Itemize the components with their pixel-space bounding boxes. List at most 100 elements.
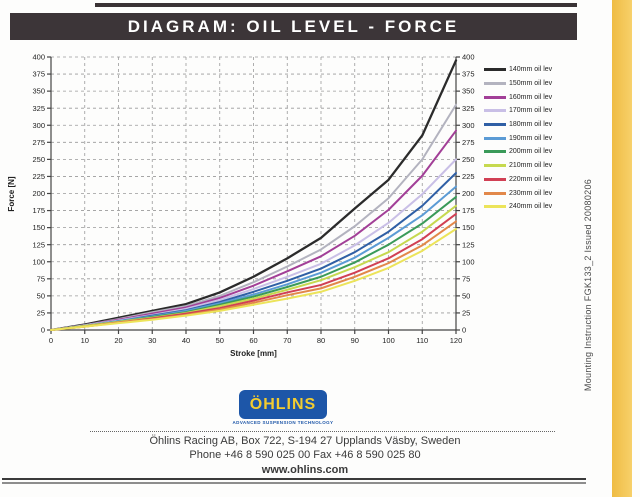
y-tick-label-left: 100 [32, 257, 45, 266]
ohlins-logo-text: ÖHLINS [249, 395, 317, 413]
legend-item-230mm: 230mm oil lev [484, 186, 552, 200]
footer-phone-fax: Phone +46 8 590 025 00 Fax +46 8 590 025… [189, 449, 421, 461]
legend-swatch [484, 95, 506, 99]
x-tick-label: 60 [249, 336, 257, 345]
x-tick-label: 70 [283, 336, 291, 345]
legend-swatch [484, 82, 506, 86]
legend-item-160mm: 160mm oil lev [484, 90, 552, 104]
y-tick-label-right: 250 [462, 155, 475, 164]
x-axis-title: Stroke [mm] [230, 349, 277, 358]
y-tick-label-left: 250 [32, 155, 45, 164]
legend-swatch [484, 191, 506, 195]
y-tick-label-left: 75 [37, 274, 45, 283]
legend-swatch [484, 136, 506, 140]
legend-item-210mm: 210mm oil lev [484, 159, 552, 173]
series-140mm-line [49, 59, 458, 332]
legend-label: 200mm oil lev [509, 148, 553, 156]
legend-label: 180mm oil lev [509, 121, 553, 129]
legend-swatch [484, 177, 506, 181]
y-tick-label-left: 325 [32, 104, 45, 113]
x-tick-label: 40 [182, 336, 190, 345]
legend-swatch [484, 150, 506, 154]
legend-item-170mm: 170mm oil lev [484, 104, 552, 118]
legend-item-240mm: 240mm oil lev [484, 200, 552, 214]
y-tick-label-left: 175 [32, 206, 45, 215]
y-tick-label-right: 350 [462, 87, 475, 96]
legend-swatch [484, 68, 506, 72]
legend-label: 230mm oil lev [509, 189, 553, 197]
x-tick-label: 110 [416, 336, 428, 345]
y-tick-label-left: 375 [32, 70, 45, 79]
ohlins-logo: ÖHLINS [240, 391, 326, 418]
y-tick-label-left: 0 [41, 326, 45, 335]
y-tick-label-right: 100 [462, 257, 475, 266]
y-tick-label-left: 400 [32, 53, 45, 62]
x-tick-label: 80 [317, 336, 325, 345]
legend-swatch [484, 123, 506, 127]
axes [47, 56, 460, 334]
x-tick-label: 30 [148, 336, 156, 345]
x-tick-label: 50 [216, 336, 224, 345]
series-240mm-line [50, 227, 457, 331]
scan-edge-band [612, 0, 632, 497]
y-tick-label-right: 150 [462, 223, 475, 232]
y-tick-label-right: 125 [462, 240, 475, 249]
legend-swatch [484, 109, 506, 113]
y-tick-label-left: 50 [37, 291, 45, 300]
x-tick-label: 0 [49, 336, 53, 345]
y-axis-title: Force [N] [7, 176, 16, 211]
y-tick-label-right: 375 [462, 70, 475, 79]
x-tick-label: 120 [450, 336, 463, 345]
bottom-rule-light [2, 482, 586, 484]
y-tick-label-right: 325 [462, 104, 475, 113]
y-tick-label-left: 150 [32, 223, 45, 232]
legend-label: 190mm oil lev [509, 134, 553, 142]
legend-label: 160mm oil lev [509, 93, 553, 101]
page-title: DIAGRAM: OIL LEVEL - FORCE [127, 16, 460, 36]
bottom-rule-dark [2, 478, 586, 480]
footer-address: Öhlins Racing AB, Box 722, S-194 27 Uppl… [149, 435, 461, 447]
y-tick-label-right: 175 [462, 206, 475, 215]
legend-label: 140mm oil lev [509, 66, 553, 74]
legend-item-150mm: 150mm oil lev [484, 77, 552, 91]
legend-label: 220mm oil lev [509, 175, 553, 183]
footer: Öhlins Racing AB, Box 722, S-194 27 Uppl… [20, 434, 590, 477]
x-tick-label: 20 [114, 336, 122, 345]
page-top-border [95, 3, 577, 7]
mounting-instruction-side-note: Mounting Instruction FGK133_2 Issued 200… [583, 178, 593, 392]
y-tick-label-right: 75 [462, 274, 470, 283]
legend-label: 210mm oil lev [509, 162, 553, 170]
y-tick-label-left: 125 [32, 240, 45, 249]
ohlins-logo-tagline: ADVANCED SUSPENSION TECHNOLOGY [232, 420, 334, 425]
legend-item-200mm: 200mm oil lev [484, 145, 552, 159]
legend-item-140mm: 140mm oil lev [484, 63, 552, 77]
x-tick-label: 100 [382, 336, 395, 345]
y-tick-label-right: 25 [462, 309, 470, 318]
y-tick-label-right: 300 [462, 121, 475, 130]
legend-swatch [484, 205, 506, 209]
legend-item-220mm: 220mm oil lev [484, 173, 552, 187]
y-tick-label-right: 0 [462, 326, 466, 335]
legend-item-180mm: 180mm oil lev [484, 118, 552, 132]
y-tick-label-left: 300 [32, 121, 45, 130]
y-tick-label-right: 50 [462, 291, 470, 300]
y-tick-label-left: 275 [32, 138, 45, 147]
legend-label: 240mm oil lev [509, 203, 553, 211]
y-tick-label-left: 200 [32, 189, 45, 198]
x-tick-label: 10 [81, 336, 89, 345]
x-tick-label: 90 [351, 336, 359, 345]
chart-legend: 140mm oil lev 150mm oil lev 160mm oil lev 1… [484, 63, 552, 214]
series-curves [49, 59, 458, 332]
legend-swatch [484, 164, 506, 168]
dotted-separator [90, 431, 555, 432]
legend-label: 170mm oil lev [509, 107, 553, 115]
footer-website: www.ohlins.com [261, 464, 349, 476]
y-tick-label-right: 400 [462, 53, 475, 62]
y-tick-label-right: 275 [462, 138, 475, 147]
legend-item-190mm: 190mm oil lev [484, 131, 552, 145]
y-tick-label-left: 350 [32, 87, 45, 96]
legend-label: 150mm oil lev [509, 80, 553, 88]
